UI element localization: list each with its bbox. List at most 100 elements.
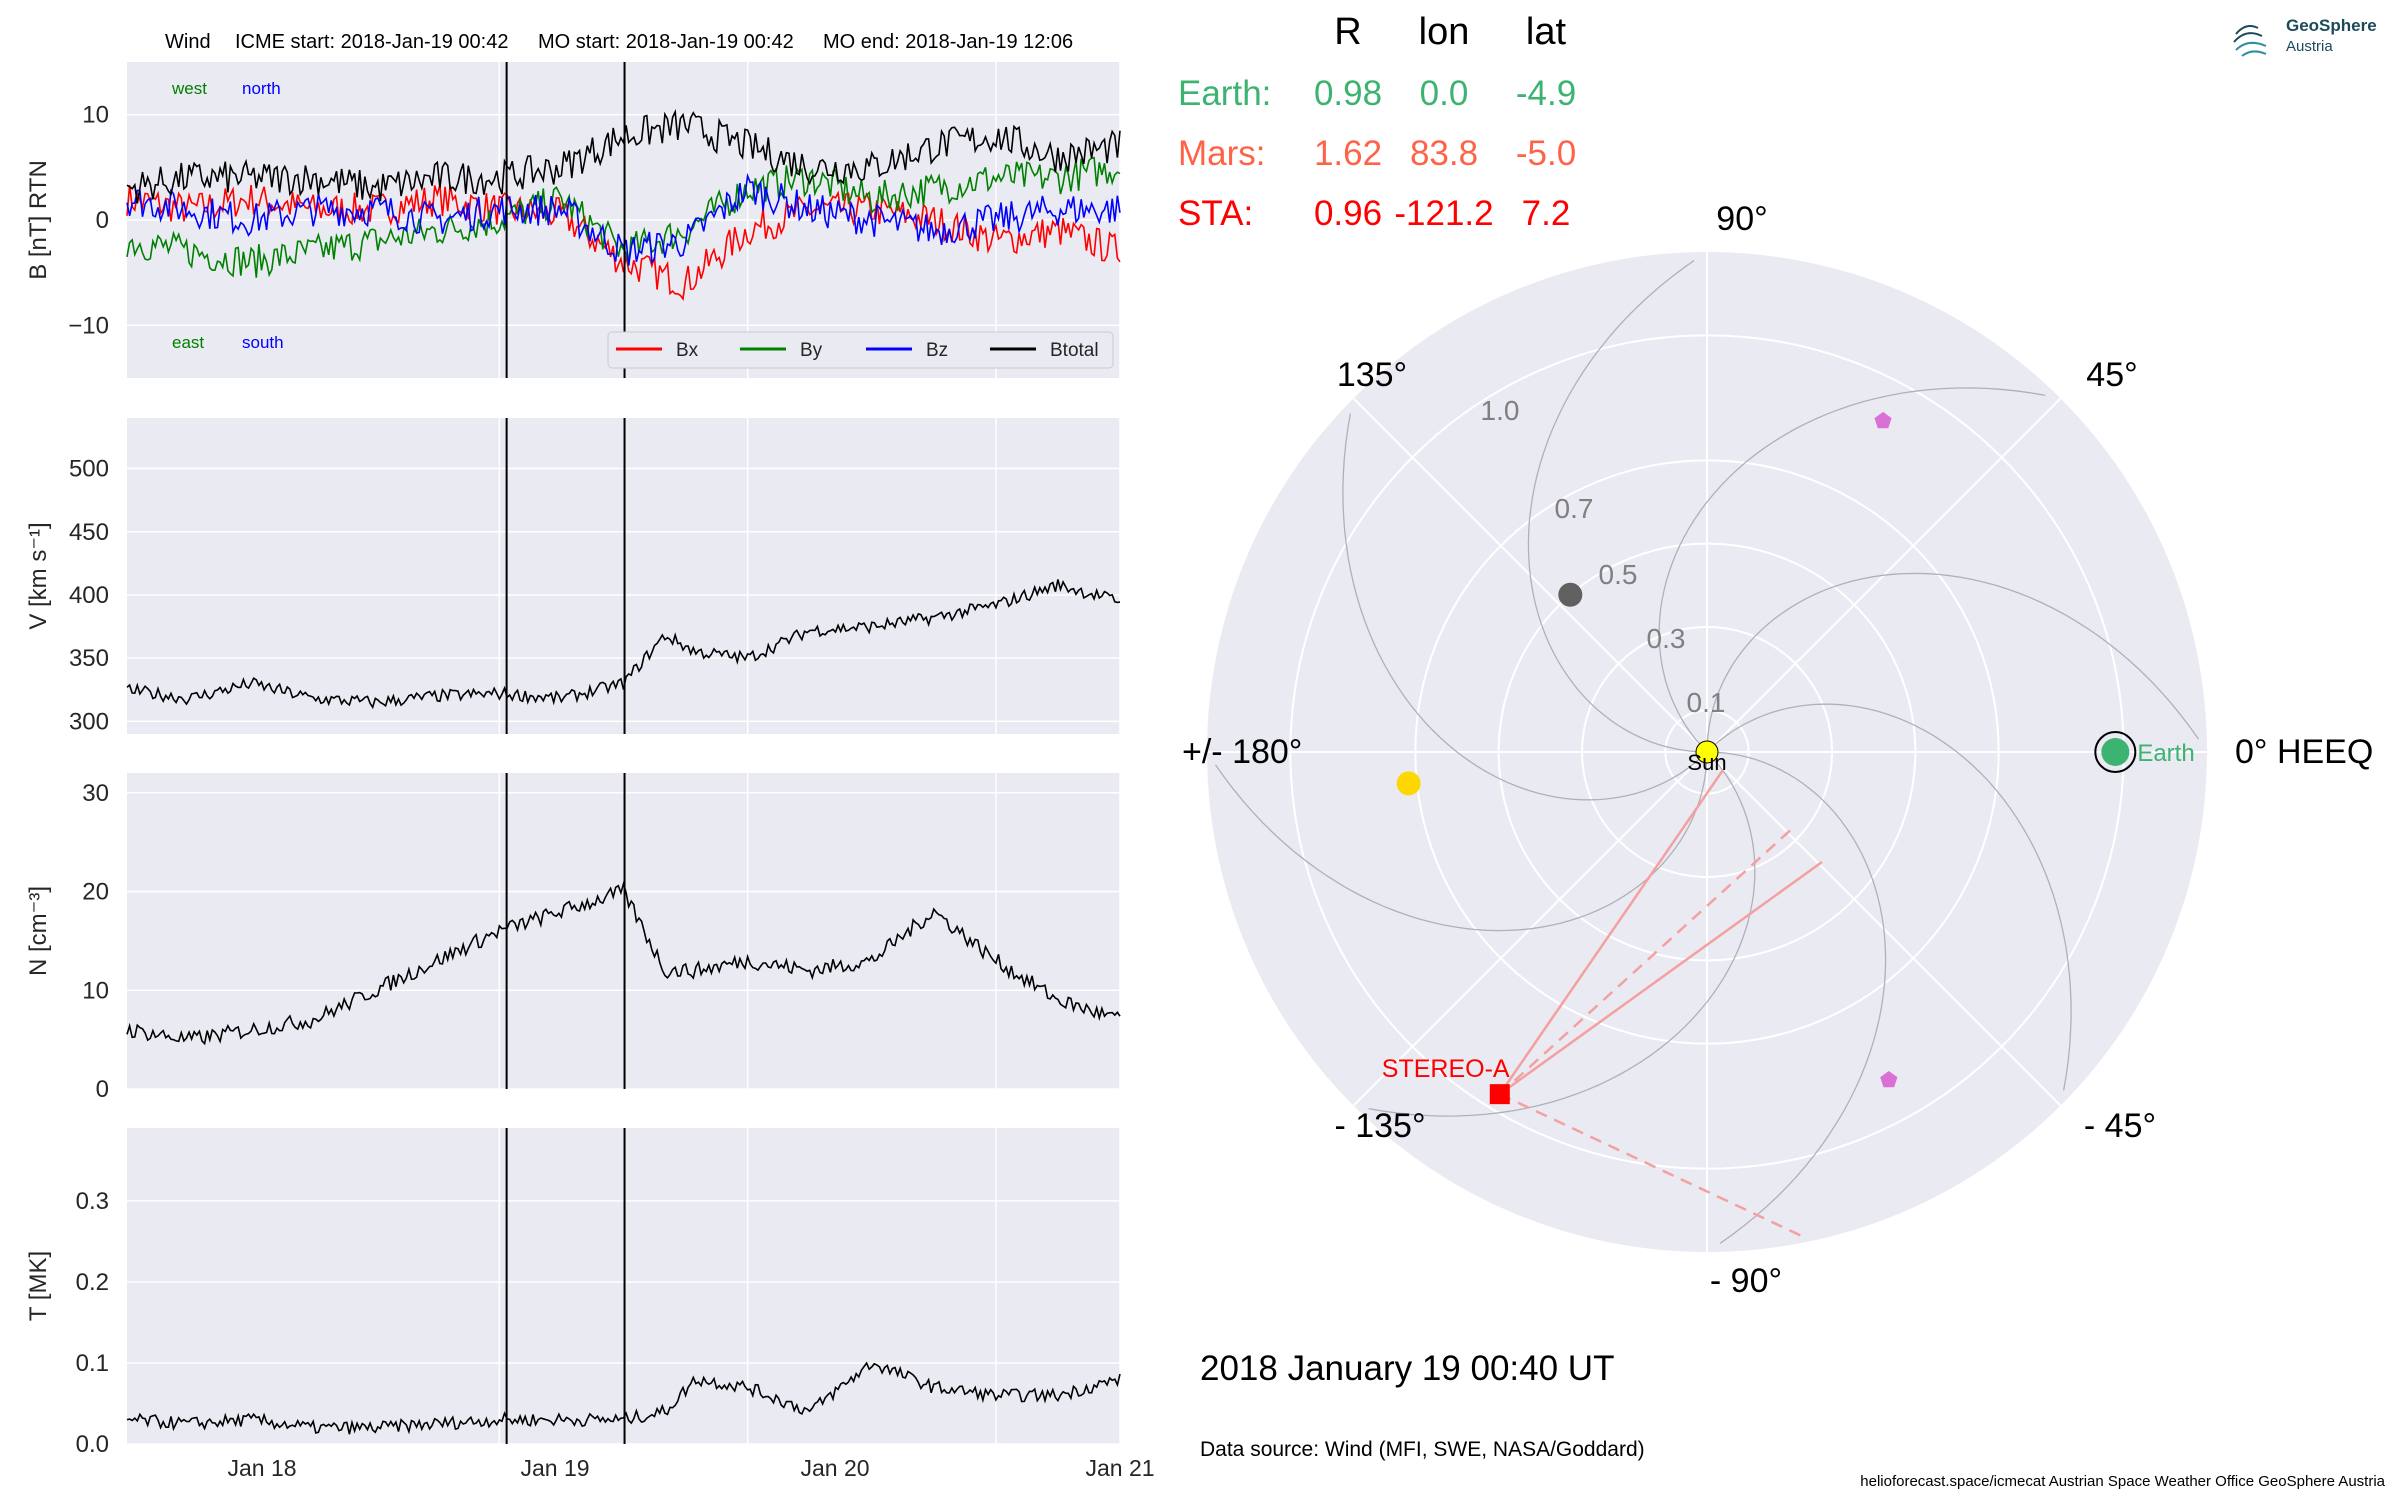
y-tick-label: 0.2	[76, 1269, 109, 1296]
label-earth: Earth	[2137, 740, 2194, 767]
r-tick-label: 0.3	[1647, 623, 1686, 654]
logo-title: GeoSphere	[2286, 16, 2377, 35]
table-cell-r: 0.98	[1314, 74, 1382, 113]
header-mo-start: MO start: 2018-Jan-19 00:42	[538, 31, 794, 53]
series-line-Bz	[126, 172, 1121, 266]
parker-spiral	[1706, 703, 2072, 1091]
r-tick-label: 0.1	[1687, 687, 1726, 718]
angle-label: - 90°	[1710, 1262, 1782, 1300]
y-tick-label: 450	[69, 519, 109, 546]
angle-label: 90°	[1716, 200, 1767, 238]
y-tick-label: 0.3	[76, 1188, 109, 1215]
sta-fov-dashed	[1498, 825, 1796, 1096]
angle-label: 45°	[2086, 356, 2137, 394]
sta-fov-line	[1499, 860, 1823, 1096]
sun-marker	[1695, 740, 1719, 764]
r-tick-label: 0.7	[1555, 493, 1594, 524]
table-cell-lat: -4.9	[1516, 74, 1576, 113]
data-source-label: Data source: Wind (MFI, SWE, NASA/Goddar…	[1200, 1438, 1645, 1461]
earth-marker	[2101, 738, 2130, 766]
parker-spiral	[1527, 259, 1708, 753]
y-tick-label: 400	[69, 582, 109, 609]
r-tick-label: 0.5	[1599, 559, 1638, 590]
parker-spiral	[1706, 751, 1887, 1245]
label-stereo-a: STEREO-A	[1382, 1055, 1510, 1083]
table-header: R	[1334, 11, 1361, 53]
angle-label: - 45°	[2084, 1107, 2156, 1145]
table-row-label: Earth:	[1178, 74, 1271, 113]
table-cell-r: 1.62	[1314, 134, 1382, 173]
sta-fov-dashed	[1499, 1093, 1807, 1240]
series-line-By	[126, 156, 1121, 278]
date-label: 2018 January 19 00:40 UT	[1200, 1349, 1614, 1388]
angle-label: +/- 180°	[1182, 733, 1302, 771]
table-row-label: STA:	[1178, 194, 1253, 233]
geosphere-logo-icon	[2233, 25, 2267, 57]
legend-box	[607, 331, 1114, 369]
header-icme-start: ICME start: 2018-Jan-19 00:42	[235, 31, 508, 53]
header-spacecraft: Wind	[165, 31, 211, 53]
y-tick-label: 0.1	[76, 1350, 109, 1377]
series-line-Bx	[126, 184, 1121, 301]
annotation-west: west	[171, 79, 207, 98]
y-axis-label: V [km s⁻¹]	[25, 522, 52, 629]
table-cell-lat: -5.0	[1516, 134, 1576, 173]
y-tick-label: 0	[96, 1076, 109, 1103]
planet-marker	[1396, 771, 1421, 796]
footer-credits: helioforecast.space/icmecat Austrian Spa…	[1860, 1473, 2385, 1490]
parker-spiral	[1214, 751, 1708, 932]
table-cell-r: 0.96	[1314, 194, 1382, 233]
geosphere-logo: GeoSphere Austria	[2230, 14, 2390, 62]
legend-label-Bz: Bz	[926, 340, 948, 361]
annotation-south: south	[242, 333, 284, 352]
series-line-temperature	[126, 1361, 1121, 1435]
legend: Bx By Bz Btotal	[607, 331, 1114, 369]
y-axis-label: T [MK]	[25, 1251, 52, 1321]
planet-marker	[1558, 582, 1583, 607]
table-cell-lon: 0.0	[1420, 74, 1469, 113]
panel-speed: 300 350 400 450 500 V [km s⁻¹]	[25, 418, 1121, 735]
probe-marker	[1874, 411, 1892, 429]
panel-magnetic_field: −10 0 10 B [nT] RTN west north east south Bx By Bz…	[25, 62, 1121, 378]
logo-subtitle: Austria	[2286, 38, 2333, 55]
header-mo-end: MO end: 2018-Jan-19 12:06	[823, 31, 1073, 53]
panel-background	[127, 418, 1120, 734]
probe-marker	[1880, 1071, 1898, 1088]
x-tick-label: Jan 18	[227, 1455, 296, 1481]
panel-density: 0 10 20 30 N [cm⁻³]	[25, 773, 1121, 1103]
polar-plot: 0.1 0.3 0.5 0.7 1.0 90° 45° 0° HEEQ - 45° - 90° - …	[1182, 200, 2373, 1300]
x-tick-label: Jan 20	[800, 1455, 869, 1481]
sta-fov-line	[1498, 769, 1725, 1095]
parker-spiral	[1342, 413, 1708, 801]
parker-spiral	[1706, 572, 2200, 753]
table-row-label: Mars:	[1178, 134, 1266, 173]
annotation-east: east	[172, 333, 204, 352]
angle-label: 135°	[1337, 356, 1407, 394]
angle-label: 0° HEEQ	[2235, 733, 2373, 771]
parker-spiral	[1658, 387, 2046, 753]
legend-label-By: By	[800, 340, 823, 361]
table-cell-lon: 83.8	[1410, 134, 1478, 173]
panel-background	[127, 773, 1120, 1089]
y-tick-label: 350	[69, 645, 109, 672]
table-cell-lat: 7.2	[1522, 194, 1571, 233]
panel-background	[127, 1128, 1120, 1444]
table-header: lon	[1419, 11, 1470, 53]
angle-label: - 135°	[1334, 1107, 1425, 1145]
x-tick-label: Jan 21	[1085, 1455, 1154, 1481]
y-tick-label: 10	[82, 977, 109, 1004]
stereo-a-marker	[1489, 1084, 1510, 1105]
label-sun: Sun	[1687, 750, 1726, 775]
y-tick-label: 20	[82, 879, 109, 906]
y-tick-label: 0.0	[76, 1431, 109, 1458]
y-tick-label: −10	[68, 312, 109, 339]
panel-temperature: 0.0 0.1 0.2 0.3 T [MK] Jan 18 Jan 19 Jan 20 Jan …	[25, 1128, 1155, 1481]
y-tick-label: 10	[82, 102, 109, 129]
earth-ring	[2094, 731, 2137, 773]
series-line-density	[126, 880, 1121, 1046]
legend-label-Bx: Bx	[676, 340, 699, 361]
legend-label-Btotal: Btotal	[1050, 340, 1099, 361]
table-cell-lon: -121.2	[1394, 194, 1493, 233]
y-axis-label: N [cm⁻³]	[25, 886, 52, 976]
